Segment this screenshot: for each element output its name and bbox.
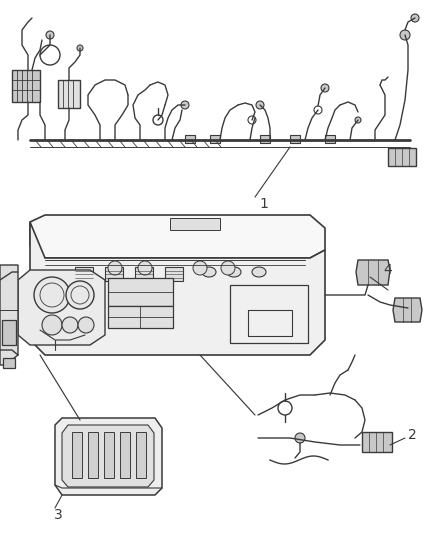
Ellipse shape xyxy=(202,267,216,277)
Text: 3: 3 xyxy=(53,508,62,522)
Circle shape xyxy=(78,317,94,333)
Circle shape xyxy=(400,30,410,40)
Circle shape xyxy=(193,261,207,275)
Polygon shape xyxy=(30,222,325,355)
Circle shape xyxy=(295,433,305,443)
Bar xyxy=(12,70,40,102)
Circle shape xyxy=(411,14,419,22)
Bar xyxy=(108,306,173,328)
Polygon shape xyxy=(0,265,18,365)
Circle shape xyxy=(355,117,361,123)
Polygon shape xyxy=(356,260,390,285)
Bar xyxy=(388,148,416,166)
Circle shape xyxy=(34,277,70,313)
Circle shape xyxy=(62,317,78,333)
Bar xyxy=(3,358,15,368)
Polygon shape xyxy=(55,418,162,495)
Bar xyxy=(104,432,114,478)
Bar xyxy=(170,218,220,230)
Bar xyxy=(108,278,173,306)
Bar xyxy=(325,135,335,143)
Polygon shape xyxy=(30,215,325,258)
Ellipse shape xyxy=(252,267,266,277)
Bar xyxy=(362,432,392,452)
Text: 2: 2 xyxy=(408,428,417,442)
Bar xyxy=(120,432,130,478)
Circle shape xyxy=(46,31,54,39)
Bar xyxy=(2,320,16,345)
Circle shape xyxy=(256,101,264,109)
Bar xyxy=(290,135,300,143)
Ellipse shape xyxy=(227,267,241,277)
Bar xyxy=(75,267,93,281)
Bar xyxy=(88,432,98,478)
Bar xyxy=(105,267,123,281)
Circle shape xyxy=(77,45,83,51)
Bar xyxy=(230,285,308,343)
Circle shape xyxy=(42,315,62,335)
Polygon shape xyxy=(393,298,422,322)
Bar xyxy=(136,432,146,478)
Circle shape xyxy=(66,281,94,309)
Bar xyxy=(58,80,80,108)
Text: 4: 4 xyxy=(384,263,392,277)
Circle shape xyxy=(221,261,235,275)
Polygon shape xyxy=(62,425,154,487)
Text: 1: 1 xyxy=(260,197,268,211)
Circle shape xyxy=(321,84,329,92)
Circle shape xyxy=(108,261,122,275)
Circle shape xyxy=(181,101,189,109)
Bar xyxy=(185,135,195,143)
Bar xyxy=(210,135,220,143)
Polygon shape xyxy=(18,270,105,345)
Bar xyxy=(72,432,82,478)
Bar xyxy=(165,267,183,281)
Bar xyxy=(260,135,270,143)
Bar xyxy=(135,267,153,281)
Circle shape xyxy=(138,261,152,275)
